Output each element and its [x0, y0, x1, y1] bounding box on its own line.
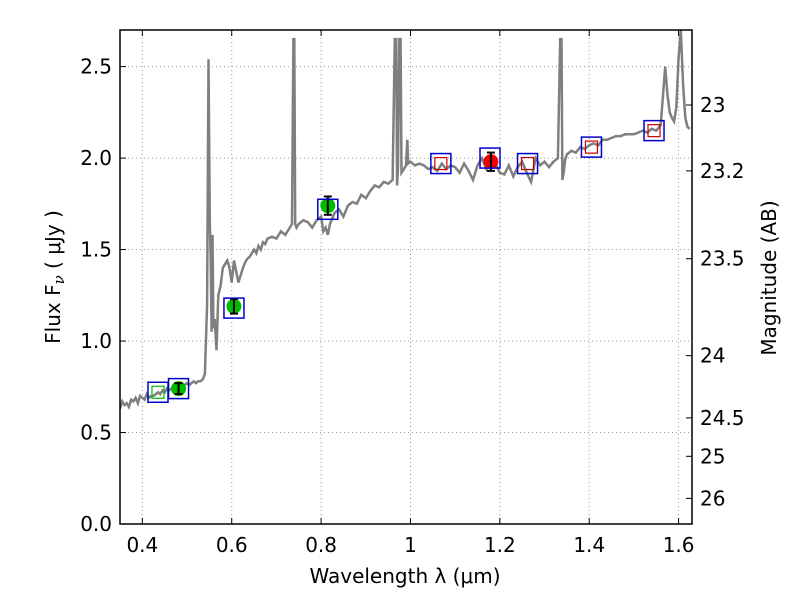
- right-tick-label: 23.2: [700, 159, 745, 183]
- limit-box-marker: [647, 124, 661, 138]
- limit-box-marker: [434, 156, 448, 171]
- y-tick-label: 1.5: [80, 238, 112, 262]
- y-axis-label-nu: ν: [50, 275, 68, 284]
- x-tick-label: 1.4: [573, 533, 605, 557]
- grid: [120, 30, 692, 525]
- model-band-box: [317, 198, 339, 221]
- x-tick-label: 1: [404, 533, 417, 557]
- x-tick-label: 1.2: [484, 533, 516, 557]
- limit-box-marker: [520, 156, 535, 171]
- x-tick-label: 0.4: [126, 533, 158, 557]
- model-spectrum-layer: [120, 30, 691, 410]
- model-band-box: [167, 377, 190, 400]
- right-tick-label: 26: [700, 486, 725, 510]
- y-axis-label-right: Magnitude (AB): [757, 200, 781, 355]
- model-band-box: [516, 152, 539, 175]
- y-tick-label: 0.0: [80, 512, 112, 536]
- right-tick-label: 25: [700, 444, 725, 468]
- model-band-box: [430, 152, 452, 175]
- y-tick-label: 2.0: [80, 146, 112, 170]
- x-tick-label: 0.6: [216, 533, 248, 557]
- y-axis-label-left: Flux Fν ( μJy ): [41, 210, 68, 344]
- x-tick-label: 0.8: [305, 533, 337, 557]
- x-ticks: 0.4 0.6 0.8 1 1.2 1.4 1.6: [126, 30, 695, 557]
- right-magnitude-ticks: 23 23.2 23.5 24 24.5 25 26: [686, 93, 745, 510]
- right-tick-label: 24.5: [700, 406, 745, 430]
- x-axis-label: Wavelength λ (μm): [309, 564, 500, 588]
- y-axis-label-flux: Flux F: [41, 284, 65, 343]
- model-band-box: [580, 136, 603, 158]
- right-tick-label: 24: [700, 344, 725, 368]
- model-band-box: [479, 147, 501, 169]
- y-tick-label: 2.5: [80, 55, 112, 79]
- right-tick-label: 23.5: [700, 247, 745, 271]
- y-ticks: 0.0 0.5 1.0 1.5 2.0 2.5: [80, 55, 126, 536]
- x-tick-label: 1.6: [663, 533, 695, 557]
- y-tick-label: 1.0: [80, 329, 112, 353]
- limit-box-marker: [584, 140, 599, 154]
- plot-frame: [119, 29, 693, 525]
- y-tick-label: 0.5: [80, 421, 112, 445]
- model-band-box: [223, 297, 245, 319]
- right-tick-label: 23: [700, 93, 725, 117]
- model-spectrum-line: [120, 30, 691, 410]
- limit-box-marker: [151, 385, 165, 399]
- model-band-box: [643, 119, 665, 142]
- markers-layer: [147, 119, 665, 404]
- y-axis-label-unit: ( μJy ): [41, 210, 65, 275]
